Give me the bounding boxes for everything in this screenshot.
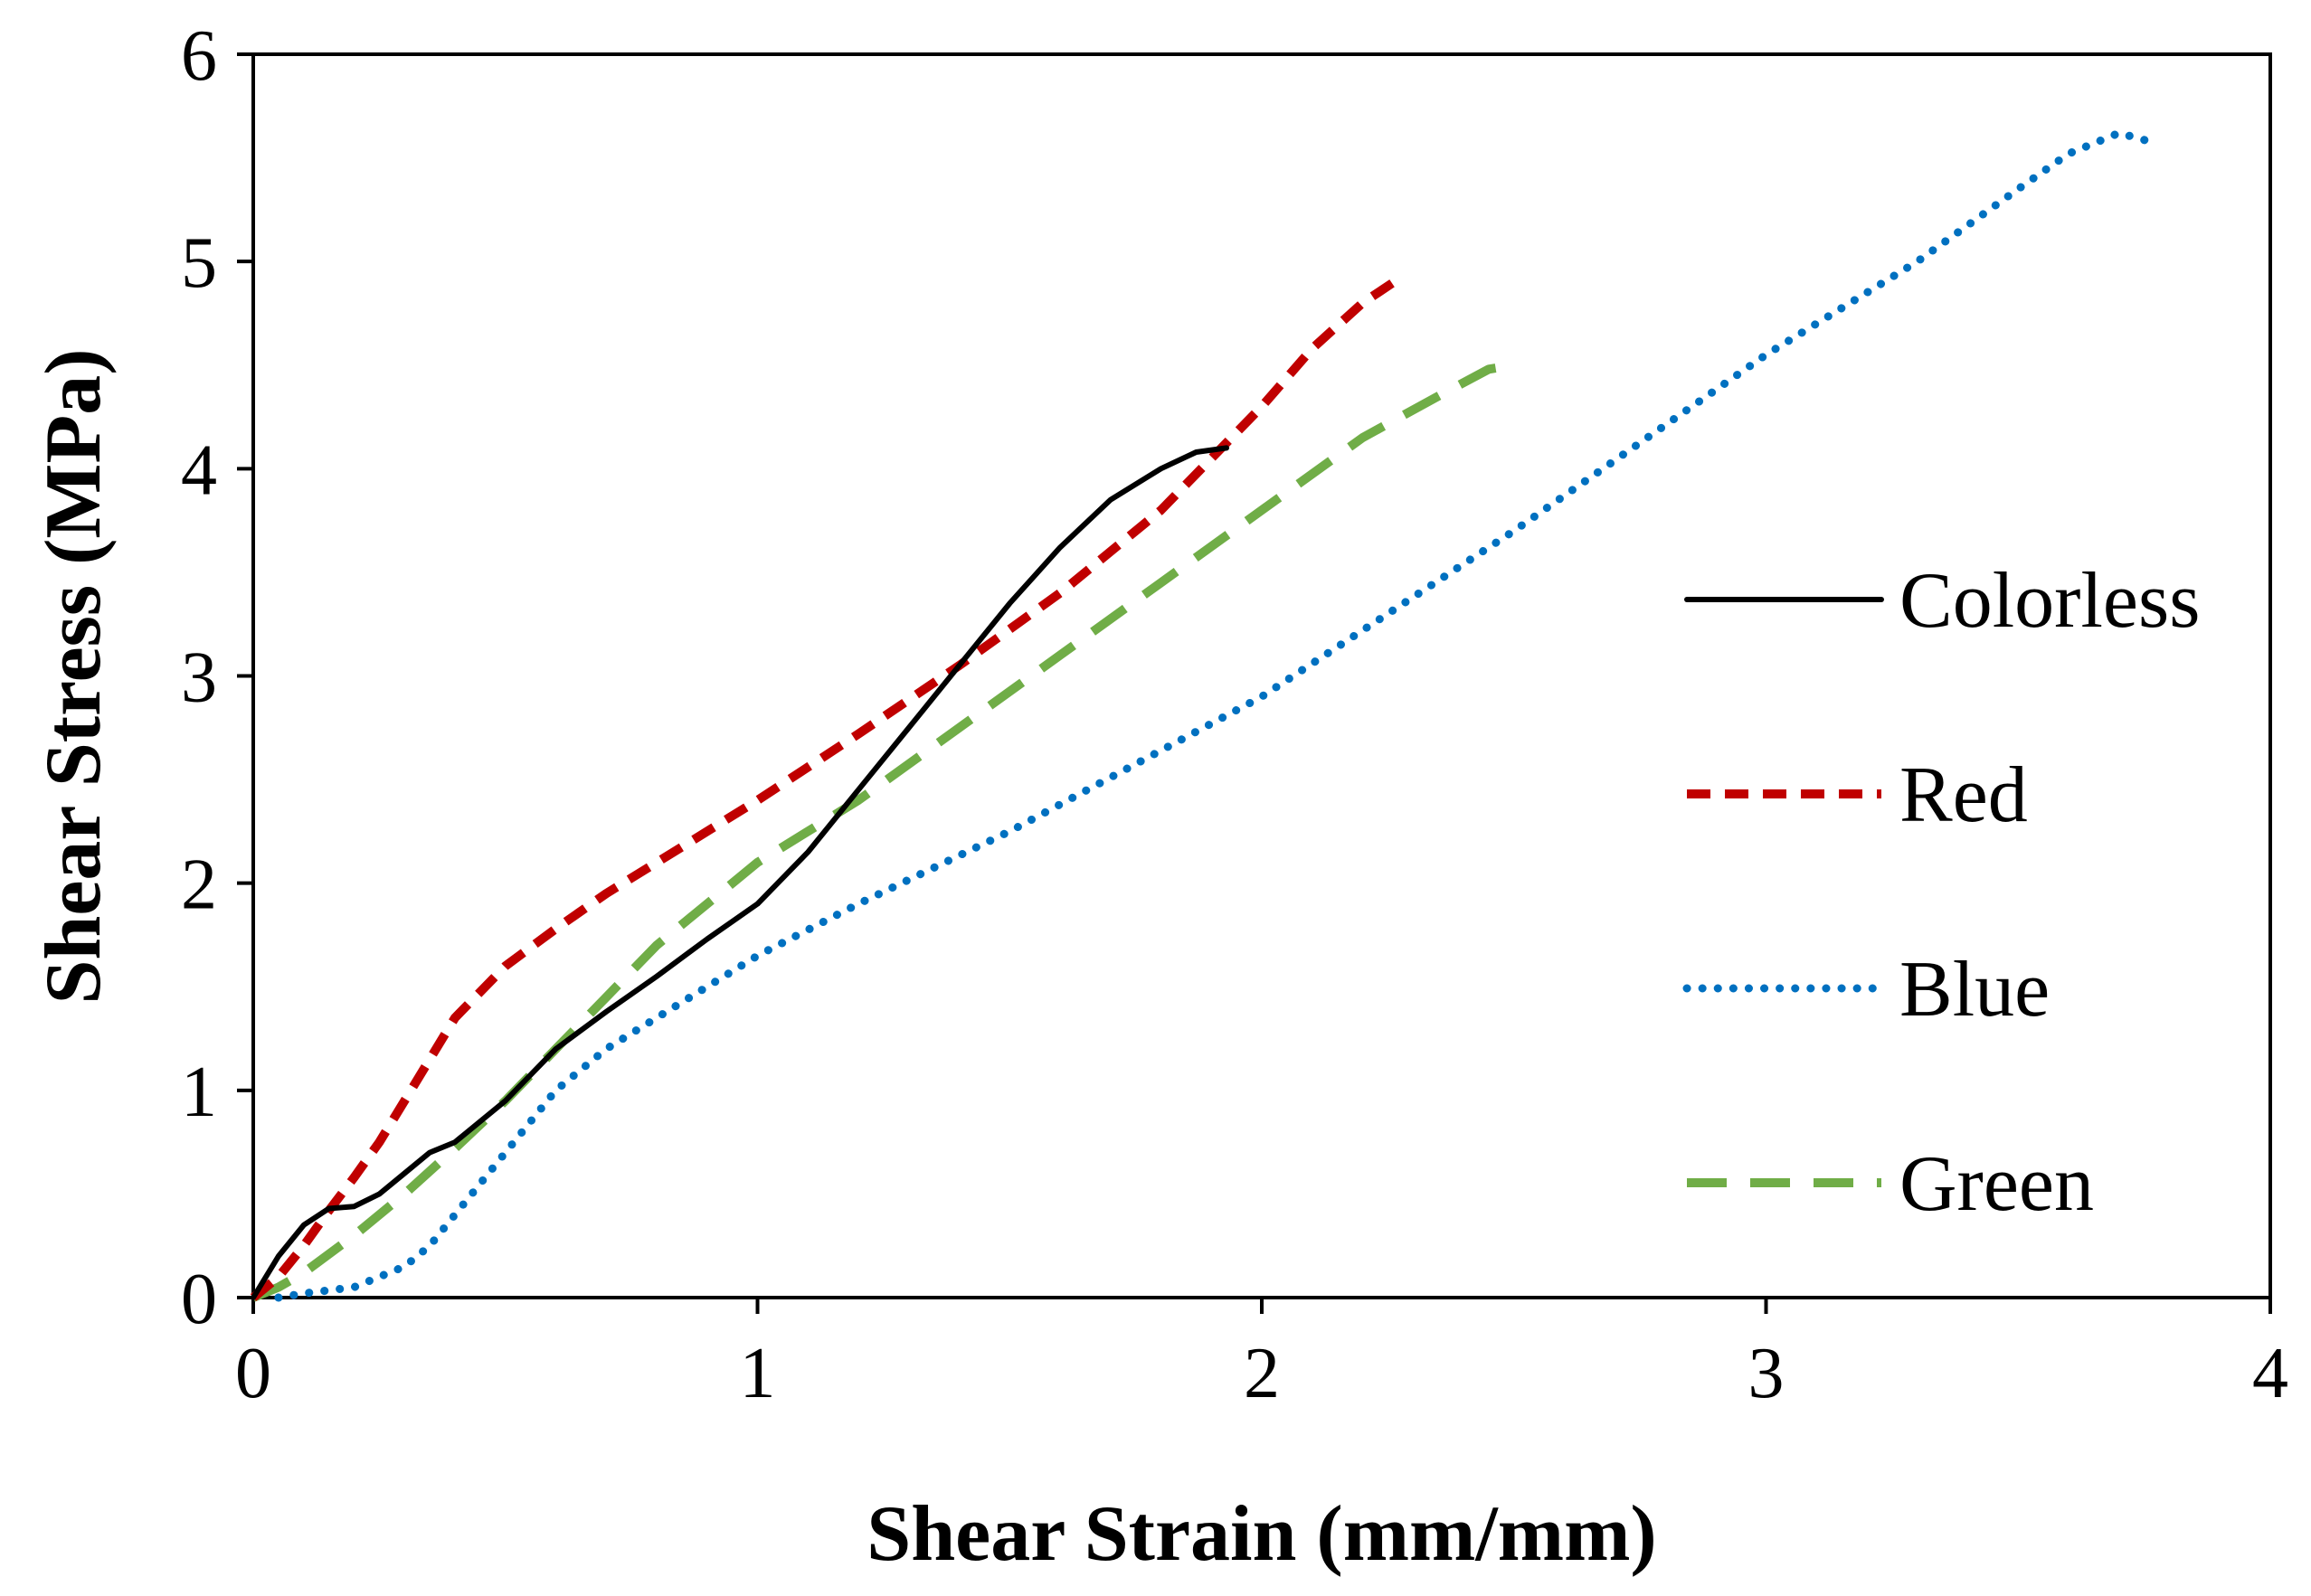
y-tick-label: 5 — [181, 223, 217, 303]
y-tick-label: 1 — [181, 1053, 217, 1132]
y-axis-ticks: 0 1 2 3 4 5 6 — [181, 16, 253, 1339]
x-tick-label: 0 — [235, 1334, 271, 1413]
series-line-colorless — [251, 445, 1229, 1300]
legend: Colorless Red Blue Green — [1682, 557, 2200, 1228]
legend-label-blue: Blue — [1899, 946, 2050, 1034]
legend-label-red: Red — [1899, 751, 2028, 839]
y-tick-label: 6 — [181, 16, 217, 96]
y-tick-label: 4 — [181, 430, 217, 510]
legend-label-green: Green — [1899, 1140, 2094, 1228]
x-tick-label: 1 — [740, 1334, 776, 1413]
plot-area — [251, 52, 2272, 1299]
x-tick-label: 2 — [1244, 1334, 1280, 1413]
series-layer — [250, 128, 2154, 1302]
y-axis-title: Shear Stress (MPa) — [30, 348, 118, 1004]
x-tick-label: 3 — [1748, 1334, 1785, 1413]
legend-label-colorless: Colorless — [1899, 557, 2200, 645]
series-line-green — [251, 360, 1515, 1302]
x-tick-label: 4 — [2252, 1334, 2288, 1413]
y-tick-label: 3 — [181, 638, 217, 718]
x-axis-ticks: 0 1 2 3 4 — [235, 1298, 2288, 1413]
y-tick-label: 2 — [181, 845, 217, 925]
series-line-red — [250, 272, 1406, 1301]
x-axis-title: Shear Strain (mm/mm) — [867, 1490, 1656, 1578]
series-line-blue — [274, 128, 2154, 1302]
y-tick-label: 0 — [181, 1260, 217, 1339]
